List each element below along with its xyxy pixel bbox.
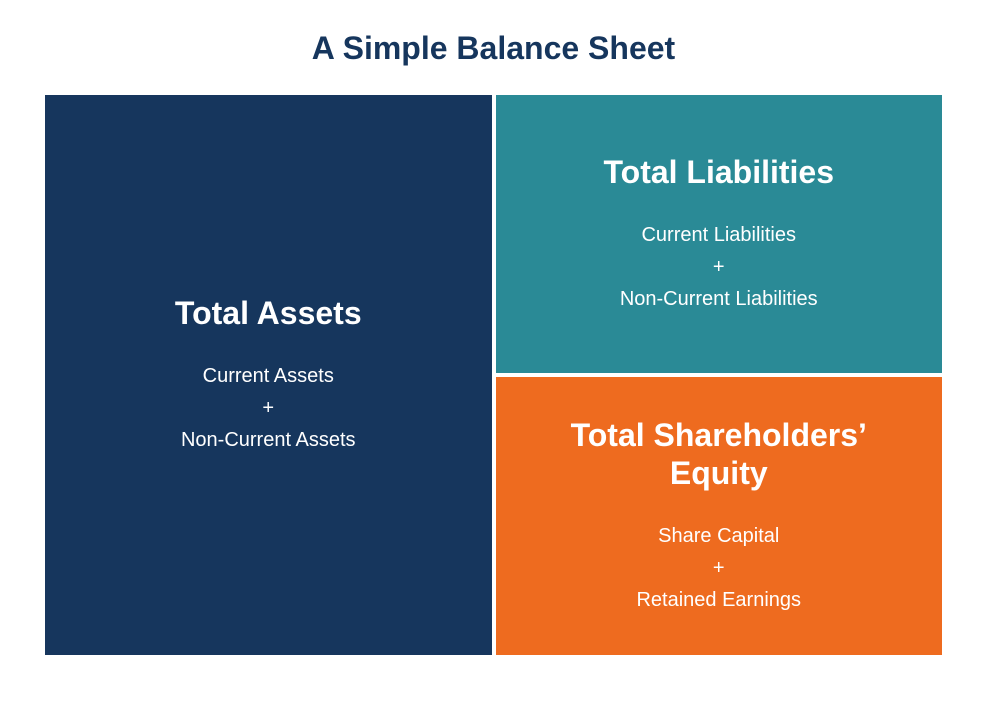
liabilities-line1: Current Liabilities xyxy=(641,219,796,251)
assets-line2: Non-Current Assets xyxy=(181,424,356,456)
panel-total-equity: Total Shareholders’ Equity Share Capital… xyxy=(496,377,943,655)
equity-plus: + xyxy=(713,552,725,584)
equity-line1: Share Capital xyxy=(658,520,779,552)
panel-heading-assets: Total Assets xyxy=(175,294,362,332)
panel-total-assets: Total Assets Current Assets + Non-Curren… xyxy=(45,95,492,655)
assets-plus: + xyxy=(262,392,274,424)
panel-heading-equity: Total Shareholders’ Equity xyxy=(520,416,919,493)
liabilities-line2: Non-Current Liabilities xyxy=(620,283,818,315)
assets-line1: Current Assets xyxy=(203,360,334,392)
panel-total-liabilities: Total Liabilities Current Liabilities + … xyxy=(496,95,943,373)
diagram-title: A Simple Balance Sheet xyxy=(45,30,942,67)
equity-line2: Retained Earnings xyxy=(636,584,801,616)
panel-heading-liabilities: Total Liabilities xyxy=(603,153,834,191)
liabilities-plus: + xyxy=(713,251,725,283)
balance-sheet-grid: Total Assets Current Assets + Non-Curren… xyxy=(45,95,942,655)
